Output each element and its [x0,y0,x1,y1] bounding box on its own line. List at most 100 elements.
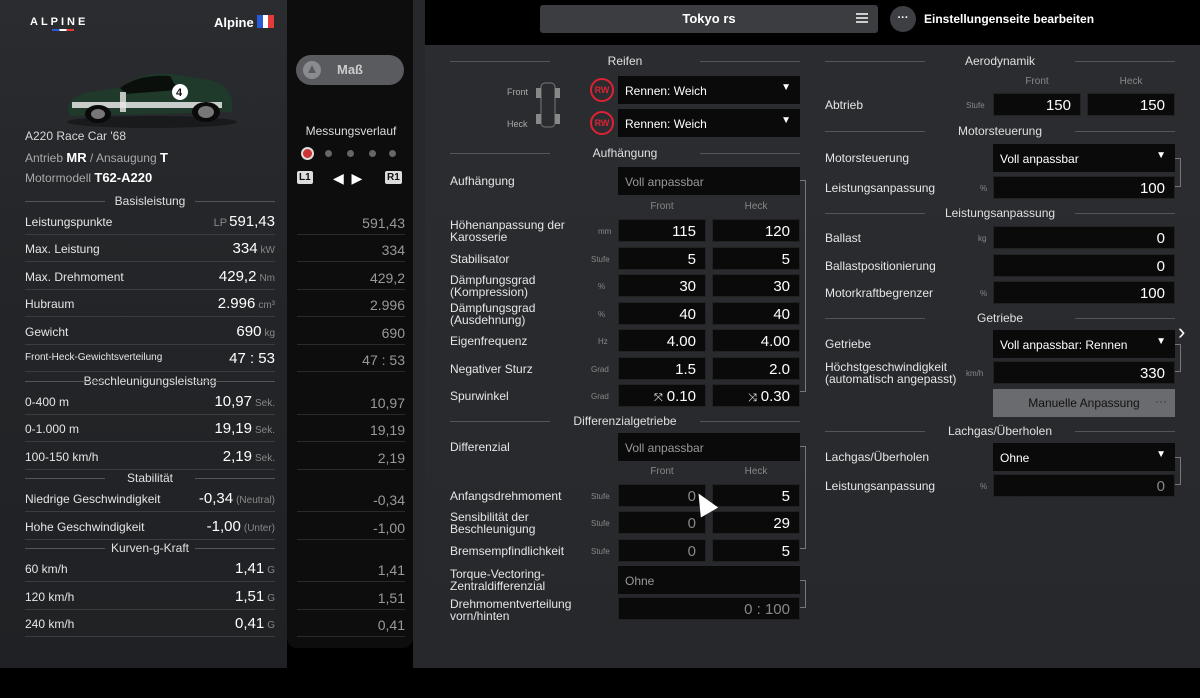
stat-value: 690 kg [236,323,275,340]
manual-adjust-label: Manuelle Anpassung [1028,396,1140,410]
stat-value: 1,51 G [235,588,275,605]
suspension-front-value[interactable]: 40 [618,302,706,325]
stat-label: Max. Drehmoment [25,270,124,284]
power-limit-value[interactable]: 100 [993,281,1175,304]
suspension-front-value[interactable]: ⤧ 0.10 [618,384,706,407]
suspension-rear-value[interactable]: 2.0 [712,357,800,380]
stat-label: Front-Heck-Gewichtsverteilung [25,352,163,363]
stat-number: 47 : 53 [229,350,275,367]
history-pager[interactable] [301,147,401,160]
diff-front-value[interactable]: 0 [618,484,706,507]
history-dot[interactable] [369,150,376,157]
stat-row: Max. Drehmoment 429,2 Nm [25,263,275,290]
diff-rear-value[interactable]: 29 [712,511,800,534]
suspension-label: Aufhängung [450,174,515,188]
torque-vectoring-select[interactable]: Ohne [618,566,800,594]
tire-front-select[interactable]: Rennen: Weich ▼ [618,76,800,104]
stat-row: 240 km/h 0,41 G [25,610,275,637]
edit-settings-button[interactable]: ··· [890,6,916,32]
history-arrows-icon[interactable]: ◀ ▶ [333,170,363,186]
stat-unit: kg [264,328,275,339]
measure-button[interactable]: Maß [296,55,404,85]
stat-row: Niedrige Geschwindigkeit -0,34 (Neutral) [25,485,275,512]
manual-adjust-button[interactable]: Manuelle Anpassung ··· [993,389,1175,417]
setup-selector[interactable]: Tokyo rs [540,5,878,33]
nitro-select[interactable]: Ohne ▼ [993,443,1175,471]
suspension-rear-value[interactable]: 5 [712,247,800,270]
section-nitro: Lachgas/Überholen [825,424,1175,438]
suspension-rear-value[interactable]: 4.00 [712,329,800,352]
suspension-row-label: Negativer Sturz [450,362,533,376]
suspension-front-value[interactable]: 1.5 [618,357,706,380]
suspension-rear-number: 0.30 [760,388,790,405]
transmission-value: Voll anpassbar: Rennen [1000,338,1128,352]
transmission-select[interactable]: Voll anpassbar: Rennen ▼ [993,330,1175,358]
stat-unit: Nm [259,273,275,284]
suspension-select[interactable]: Voll anpassbar [618,167,800,195]
history-dot[interactable] [347,150,354,157]
stat-unit: G [267,593,275,604]
section-ecu: Motorsteuerung [825,124,1175,138]
suspension-row-unit: Grad [591,392,609,401]
suspension-rear-value[interactable]: 120 [712,219,800,242]
top-speed-value[interactable]: 330 [993,361,1175,384]
next-page-chevron-icon[interactable]: › [1178,319,1186,344]
suspension-rear-value[interactable]: 40 [712,302,800,325]
car-image: 4 [67,73,237,128]
history-dot-active[interactable] [301,147,314,160]
suspension-front-value[interactable]: 5 [618,247,706,270]
suspension-row-unit: % [598,282,606,291]
suspension-front-value[interactable]: 30 [618,274,706,297]
svg-text:4: 4 [176,87,183,99]
section-power: Leistungsanpassung [825,206,1175,220]
ecu-select[interactable]: Voll anpassbar ▼ [993,144,1175,172]
torque-vectoring-value: Ohne [625,574,655,588]
stat-unit: G [267,620,275,631]
ecu-output-value[interactable]: 100 [993,176,1175,199]
l1-button-icon[interactable]: L1 [297,171,313,184]
transmission-label: Getriebe [825,337,872,351]
nitro-output-value[interactable]: 0 [993,474,1175,497]
ballast-value[interactable]: 0 [993,226,1175,249]
edit-settings-label[interactable]: Einstellungenseite bearbeiten [924,12,1095,26]
ballast-label: Ballast [825,231,862,245]
aspiration-label: Ansaugung [95,151,157,165]
r1-button-icon[interactable]: R1 [385,171,402,184]
suspension-front-value[interactable]: 115 [618,219,706,242]
tire-rear-select[interactable]: Rennen: Weich ▼ [618,109,800,137]
diff-front-value[interactable]: 0 [618,511,706,534]
downforce-front[interactable]: 150 [993,93,1081,116]
drive-label: Antrieb [25,151,64,165]
suspension-front-value[interactable]: 4.00 [618,329,706,352]
stat-number: 10,97 [214,393,252,410]
diff-front-value[interactable]: 0 [618,539,706,562]
torque-dist-value[interactable]: 0 : 100 [618,597,800,620]
section-suspension: Aufhängung [450,146,800,160]
diff-rear-value[interactable]: 5 [712,484,800,507]
torque-dist-label: Drehmomentverteilung vorn/hinten [450,597,572,623]
car-name: A220 Race Car '68 [25,129,127,143]
diff-rear-value[interactable]: 5 [712,539,800,562]
suspension-row-label: Spurwinkel [450,389,509,403]
drivetrain-info: Antrieb MR / Ansaugung T [25,150,168,165]
suspension-front-number: 30 [679,278,696,295]
ballast-position-value[interactable]: 0 [993,254,1175,277]
aspiration-value: T [160,150,168,165]
measured-value: 2,19 [297,443,405,470]
downforce-rear[interactable]: 150 [1087,93,1175,116]
measure-icon [303,61,321,79]
diff-select[interactable]: Voll anpassbar [618,433,800,461]
history-dot[interactable] [389,150,396,157]
measured-value: 591,43 [297,208,405,235]
tv-bracket [800,580,806,608]
diff-bracket [800,446,806,549]
measured-value: 429,2 [297,263,405,290]
stat-row: 60 km/h 1,41 G [25,555,275,582]
top-speed-label: Höchstgeschwindigkeit (automatisch angep… [825,360,957,386]
suspension-rear-value[interactable]: 30 [712,274,800,297]
measured-value: 1,51 [297,583,405,610]
stat-row: 0-1.000 m 19,19 Sek. [25,415,275,442]
history-dot[interactable] [325,150,332,157]
aero-col-front: Front [1025,76,1049,87]
suspension-rear-value[interactable]: ⤨ 0.30 [712,384,800,407]
